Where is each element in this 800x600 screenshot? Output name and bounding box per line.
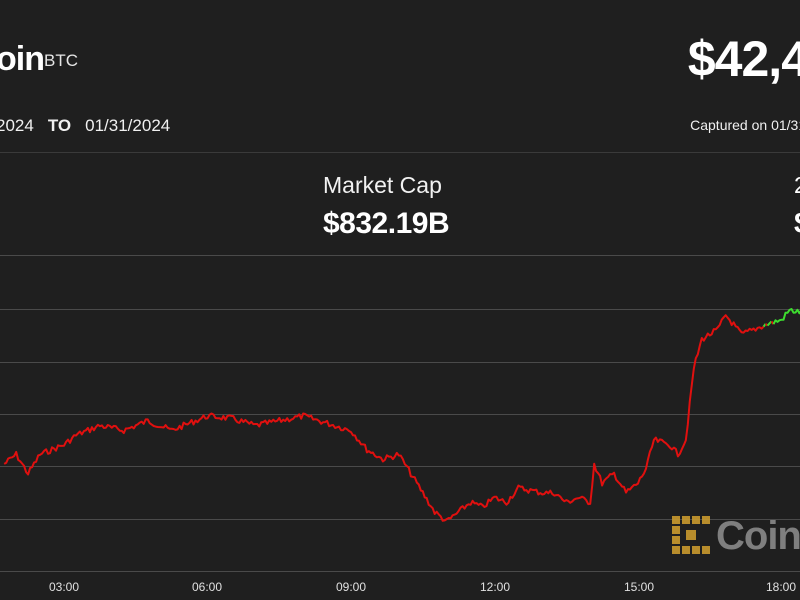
coindesk-logo-icon bbox=[672, 516, 710, 554]
price-line-down-segment bbox=[3, 314, 765, 522]
watermark-text: Coin bbox=[716, 514, 800, 558]
price-line-up-segment bbox=[772, 308, 800, 325]
price-line bbox=[3, 308, 800, 522]
captured-on-text: Captured on 01/31/ bbox=[690, 117, 800, 133]
x-tick-label: 15:00 bbox=[624, 580, 654, 594]
x-tick-label: 12:00 bbox=[480, 580, 510, 594]
stat-right-value: $ bbox=[794, 207, 800, 241]
brand-logo-text: oin bbox=[0, 40, 45, 78]
stat-right-label: 2 bbox=[794, 172, 800, 199]
date-to: 01/31/2024 bbox=[85, 116, 171, 135]
price-line-down-segment bbox=[764, 323, 769, 327]
current-price: $42,4 bbox=[687, 31, 800, 87]
date-from: 2024 bbox=[0, 116, 34, 135]
market-cap-value: $832.19B bbox=[323, 207, 450, 240]
x-tick-label: 09:00 bbox=[336, 580, 366, 594]
date-to-word: TO bbox=[47, 116, 72, 135]
x-tick-label: 18:00 bbox=[766, 580, 796, 594]
ticker-symbol: BTC bbox=[44, 51, 78, 70]
coindesk-watermark: Coin bbox=[668, 512, 800, 562]
date-range: 2024 TO 01/31/2024 bbox=[0, 116, 170, 136]
price-chart: 03:00 06:00 09:00 12:00 15:00 18:00 bbox=[0, 255, 800, 594]
chart-grid bbox=[0, 255, 800, 572]
x-tick-label: 03:00 bbox=[49, 580, 79, 594]
x-tick-label: 06:00 bbox=[192, 580, 222, 594]
x-axis-ticks: 03:00 06:00 09:00 12:00 15:00 18:00 bbox=[49, 580, 796, 594]
header-divider bbox=[0, 152, 800, 153]
market-cap-label: Market Cap bbox=[323, 172, 442, 198]
